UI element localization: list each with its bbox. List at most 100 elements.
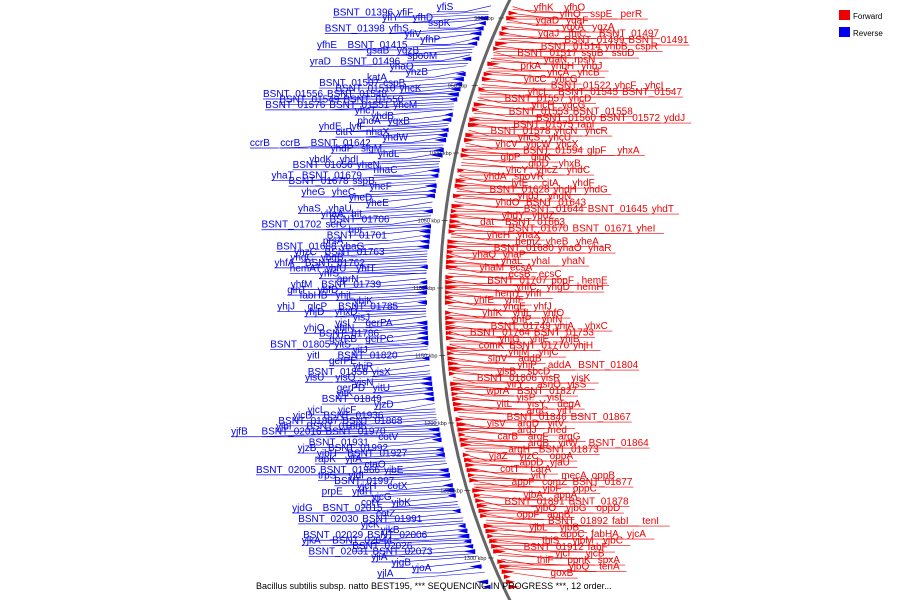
reverse-gene-label: BSNT_01785 — [338, 301, 398, 312]
label-connector — [351, 239, 429, 247]
reverse-gene-arrow — [415, 320, 428, 326]
forward-gene-label: BSNT_01749 — [491, 321, 551, 332]
reverse-gene-label: yjbK — [391, 498, 411, 509]
label-connector — [409, 455, 445, 459]
reverse-gene-arrow — [431, 437, 442, 442]
forward-gene-arrow — [483, 71, 493, 77]
label-connector — [457, 181, 511, 189]
reverse-gene-arrow — [434, 137, 447, 143]
label-connector — [396, 479, 452, 487]
forward-gene-label: yitT — [557, 406, 573, 417]
label-connector — [333, 375, 431, 383]
label-connector — [323, 223, 430, 231]
forward-gene-label: dat — [480, 217, 494, 228]
reverse-gene-label: yjcF — [338, 405, 356, 416]
forward-gene-arrow — [448, 229, 456, 234]
forward-gene-label: yhxB — [559, 159, 582, 170]
reverse-gene-label: yhaU — [328, 203, 351, 214]
reverse-gene-label: BSNT_01970 — [325, 427, 385, 438]
reverse-gene-label: yhdB — [371, 111, 394, 122]
reverse-gene-label: BSNT_01549 — [279, 94, 339, 105]
forward-gene-label: yhcS — [518, 133, 541, 144]
forward-gene-label: hemH — [577, 282, 604, 293]
label-connector — [500, 561, 567, 566]
label-connector — [509, 12, 559, 20]
label-connector — [399, 555, 478, 563]
label-connector — [386, 253, 428, 258]
forward-gene-label: cotT — [500, 464, 519, 475]
label-connector — [483, 513, 516, 520]
reverse-gene-label: BSNT_01886 — [306, 421, 366, 432]
label-connector — [468, 132, 554, 137]
reverse-gene-label: yitI — [307, 350, 320, 361]
reverse-gene-label: BSNT_01762 — [305, 258, 365, 269]
reverse-gene-label: yfiY — [382, 13, 399, 24]
forward-gene-label: yhcL — [528, 87, 550, 98]
forward-gene-label: thiS — [542, 536, 560, 547]
forward-gene-label: sipV — [488, 354, 508, 365]
reverse-gene-label: nhaX — [366, 127, 390, 138]
forward-gene-arrow — [469, 117, 481, 123]
label-connector — [457, 412, 556, 416]
reverse-gene-label: gerPD — [337, 383, 365, 394]
label-connector — [475, 103, 531, 111]
label-connector — [332, 343, 428, 350]
forward-gene-arrow — [481, 76, 493, 82]
label-connector — [368, 248, 428, 252]
reverse-gene-label: yhfA — [274, 258, 294, 269]
forward-gene-label: yhaI — [531, 256, 550, 267]
label-connector — [468, 464, 549, 468]
label-connector — [441, 54, 471, 62]
label-connector — [338, 59, 469, 67]
label-connector — [456, 191, 553, 195]
reverse-gene-label: yfhE — [317, 40, 337, 51]
forward-gene-arrow — [454, 183, 468, 189]
reverse-gene-label: BSNT_01786 — [319, 329, 379, 340]
forward-gene-label: BSNT_01547 — [622, 87, 682, 98]
label-connector — [477, 493, 523, 501]
label-connector — [449, 337, 499, 345]
forward-gene-label: glpF — [587, 146, 606, 157]
forward-gene-arrow — [464, 137, 476, 143]
reverse-gene-label: yitU — [373, 383, 390, 394]
forward-gene-label: yhcI — [645, 81, 663, 92]
forward-gene-label: yhfC — [516, 282, 537, 293]
forward-gene-label: hemZ — [515, 237, 541, 248]
label-connector — [325, 92, 458, 100]
label-connector — [381, 365, 430, 372]
forward-gene-label: BSNT_01770 — [509, 341, 569, 352]
forward-gene-label: ecsC — [539, 269, 562, 280]
reverse-gene-label: yhdK — [309, 154, 332, 165]
label-connector — [353, 226, 430, 231]
forward-gene-label: yhfJ — [533, 302, 551, 313]
forward-gene-label: yitW — [558, 438, 578, 449]
forward-gene-label: goxB — [551, 568, 574, 579]
reverse-gene-arrow — [422, 208, 433, 214]
forward-gene-label: med — [548, 425, 567, 436]
label-connector — [463, 444, 558, 449]
label-connector — [485, 519, 548, 527]
reverse-gene-label: yheN — [357, 160, 380, 171]
label-connector — [329, 190, 435, 198]
forward-gene-arrow — [449, 218, 461, 224]
reverse-gene-label: yitS — [334, 340, 351, 351]
forward-gene-arrow — [445, 330, 453, 336]
forward-gene-arrow — [447, 239, 459, 244]
reverse-gene-label: BSNT_02073 — [372, 547, 432, 558]
label-connector — [363, 130, 447, 138]
reverse-gene-label: BSNT_01396 — [333, 7, 393, 18]
label-connector — [458, 175, 483, 182]
reverse-gene-label: yjzB — [298, 443, 317, 454]
reverse-gene-label: gsaB — [366, 45, 389, 56]
forward-gene-label: yitV — [548, 419, 565, 430]
reverse-gene-label: BSNT_01931 — [309, 438, 369, 449]
label-connector — [259, 430, 440, 438]
forward-gene-label: yisS — [567, 380, 586, 391]
forward-gene-arrow — [478, 508, 492, 514]
label-connector — [449, 344, 478, 351]
reverse-gene-label: yhzB — [406, 67, 429, 78]
forward-gene-label: citA — [542, 178, 559, 189]
label-connector — [278, 141, 444, 149]
label-connector — [503, 565, 568, 572]
label-connector — [461, 428, 517, 436]
